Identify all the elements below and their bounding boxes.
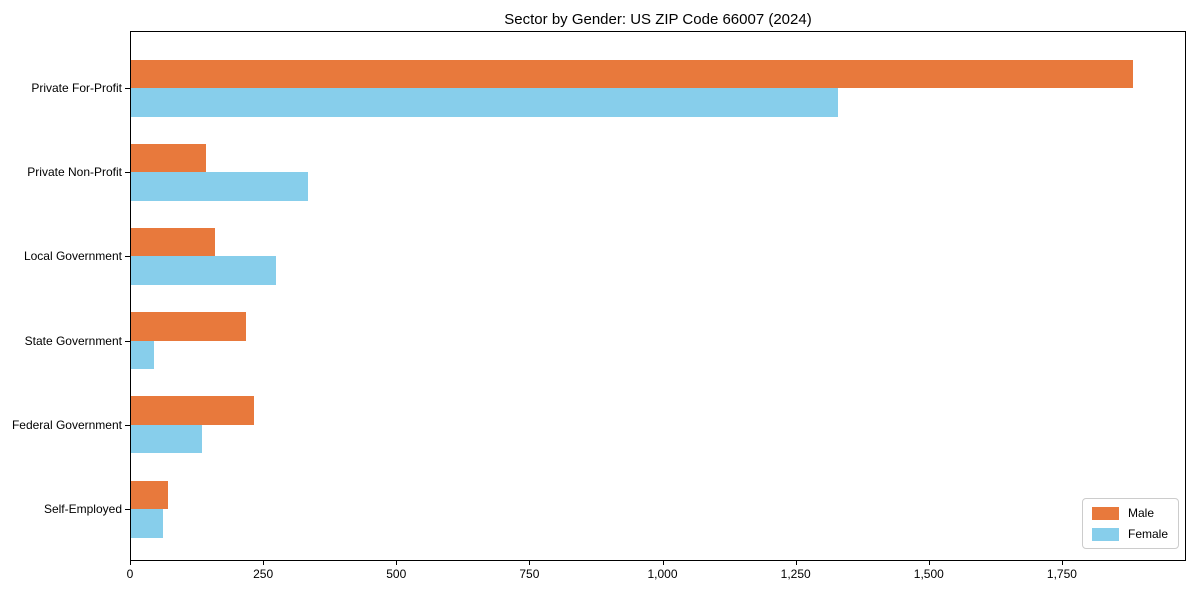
chart-title: Sector by Gender: US ZIP Code 66007 (202… [504,11,812,28]
legend-swatch-female [1091,527,1119,541]
x-tick [263,561,265,565]
x-tick [662,561,664,565]
y-category-label: Federal Government [11,417,122,432]
x-tick-label: 1,250 [780,567,811,581]
bar-female-self-employed [131,509,164,538]
x-tick-label: 1,500 [913,567,944,581]
bar-male-private-non-profit [131,143,206,173]
x-tick [928,561,930,565]
legend-item-female: Female [1091,527,1168,541]
x-tick [529,561,531,565]
y-category-label: Private For-Profit [31,81,122,95]
y-axis-labels: Private For-Profit Private Non-Profit Loca… [0,31,122,561]
x-tick-label: 1,000 [647,567,678,581]
x-tick [795,561,797,565]
y-tick [125,88,130,89]
bar-male-self-employed [131,480,168,509]
legend-label-female: Female [1127,527,1168,541]
y-category-label: State Government [24,333,122,348]
legend-item-male: Male [1091,506,1168,520]
legend-label-male: Male [1127,506,1154,520]
bar-female-private-non-profit [131,172,308,201]
y-tick [125,340,130,342]
y-category-label: Private Non-Profit [27,165,122,180]
y-tick [125,509,130,510]
bar-male-local-government [131,227,215,257]
bar-female-private-for-profit [131,88,838,117]
bar-male-federal-government [131,396,254,425]
y-category-label: Local Government [23,249,122,264]
bar-male-private-for-profit [131,59,1133,88]
bar-female-federal-government [131,424,202,454]
bar-male-state-government [131,312,246,341]
y-tick [125,172,130,174]
y-tick [125,424,130,426]
y-category-label: Self-Employed [43,502,122,516]
x-tick [1061,561,1063,565]
legend: Male Female [1081,498,1179,549]
y-tick [125,256,130,258]
x-tick-label: 500 [386,567,407,581]
x-tick-label: 250 [253,567,274,581]
bar-female-state-government [131,340,154,370]
plot-area: Male Female [130,31,1186,561]
x-tick-label: 1,750 [1046,567,1077,581]
x-tick-label: 750 [519,567,540,581]
bar-female-local-government [131,256,276,285]
legend-swatch-male [1091,506,1119,520]
x-tick [396,561,398,565]
x-tick [130,561,131,565]
x-tick-label: 0 [126,567,134,581]
